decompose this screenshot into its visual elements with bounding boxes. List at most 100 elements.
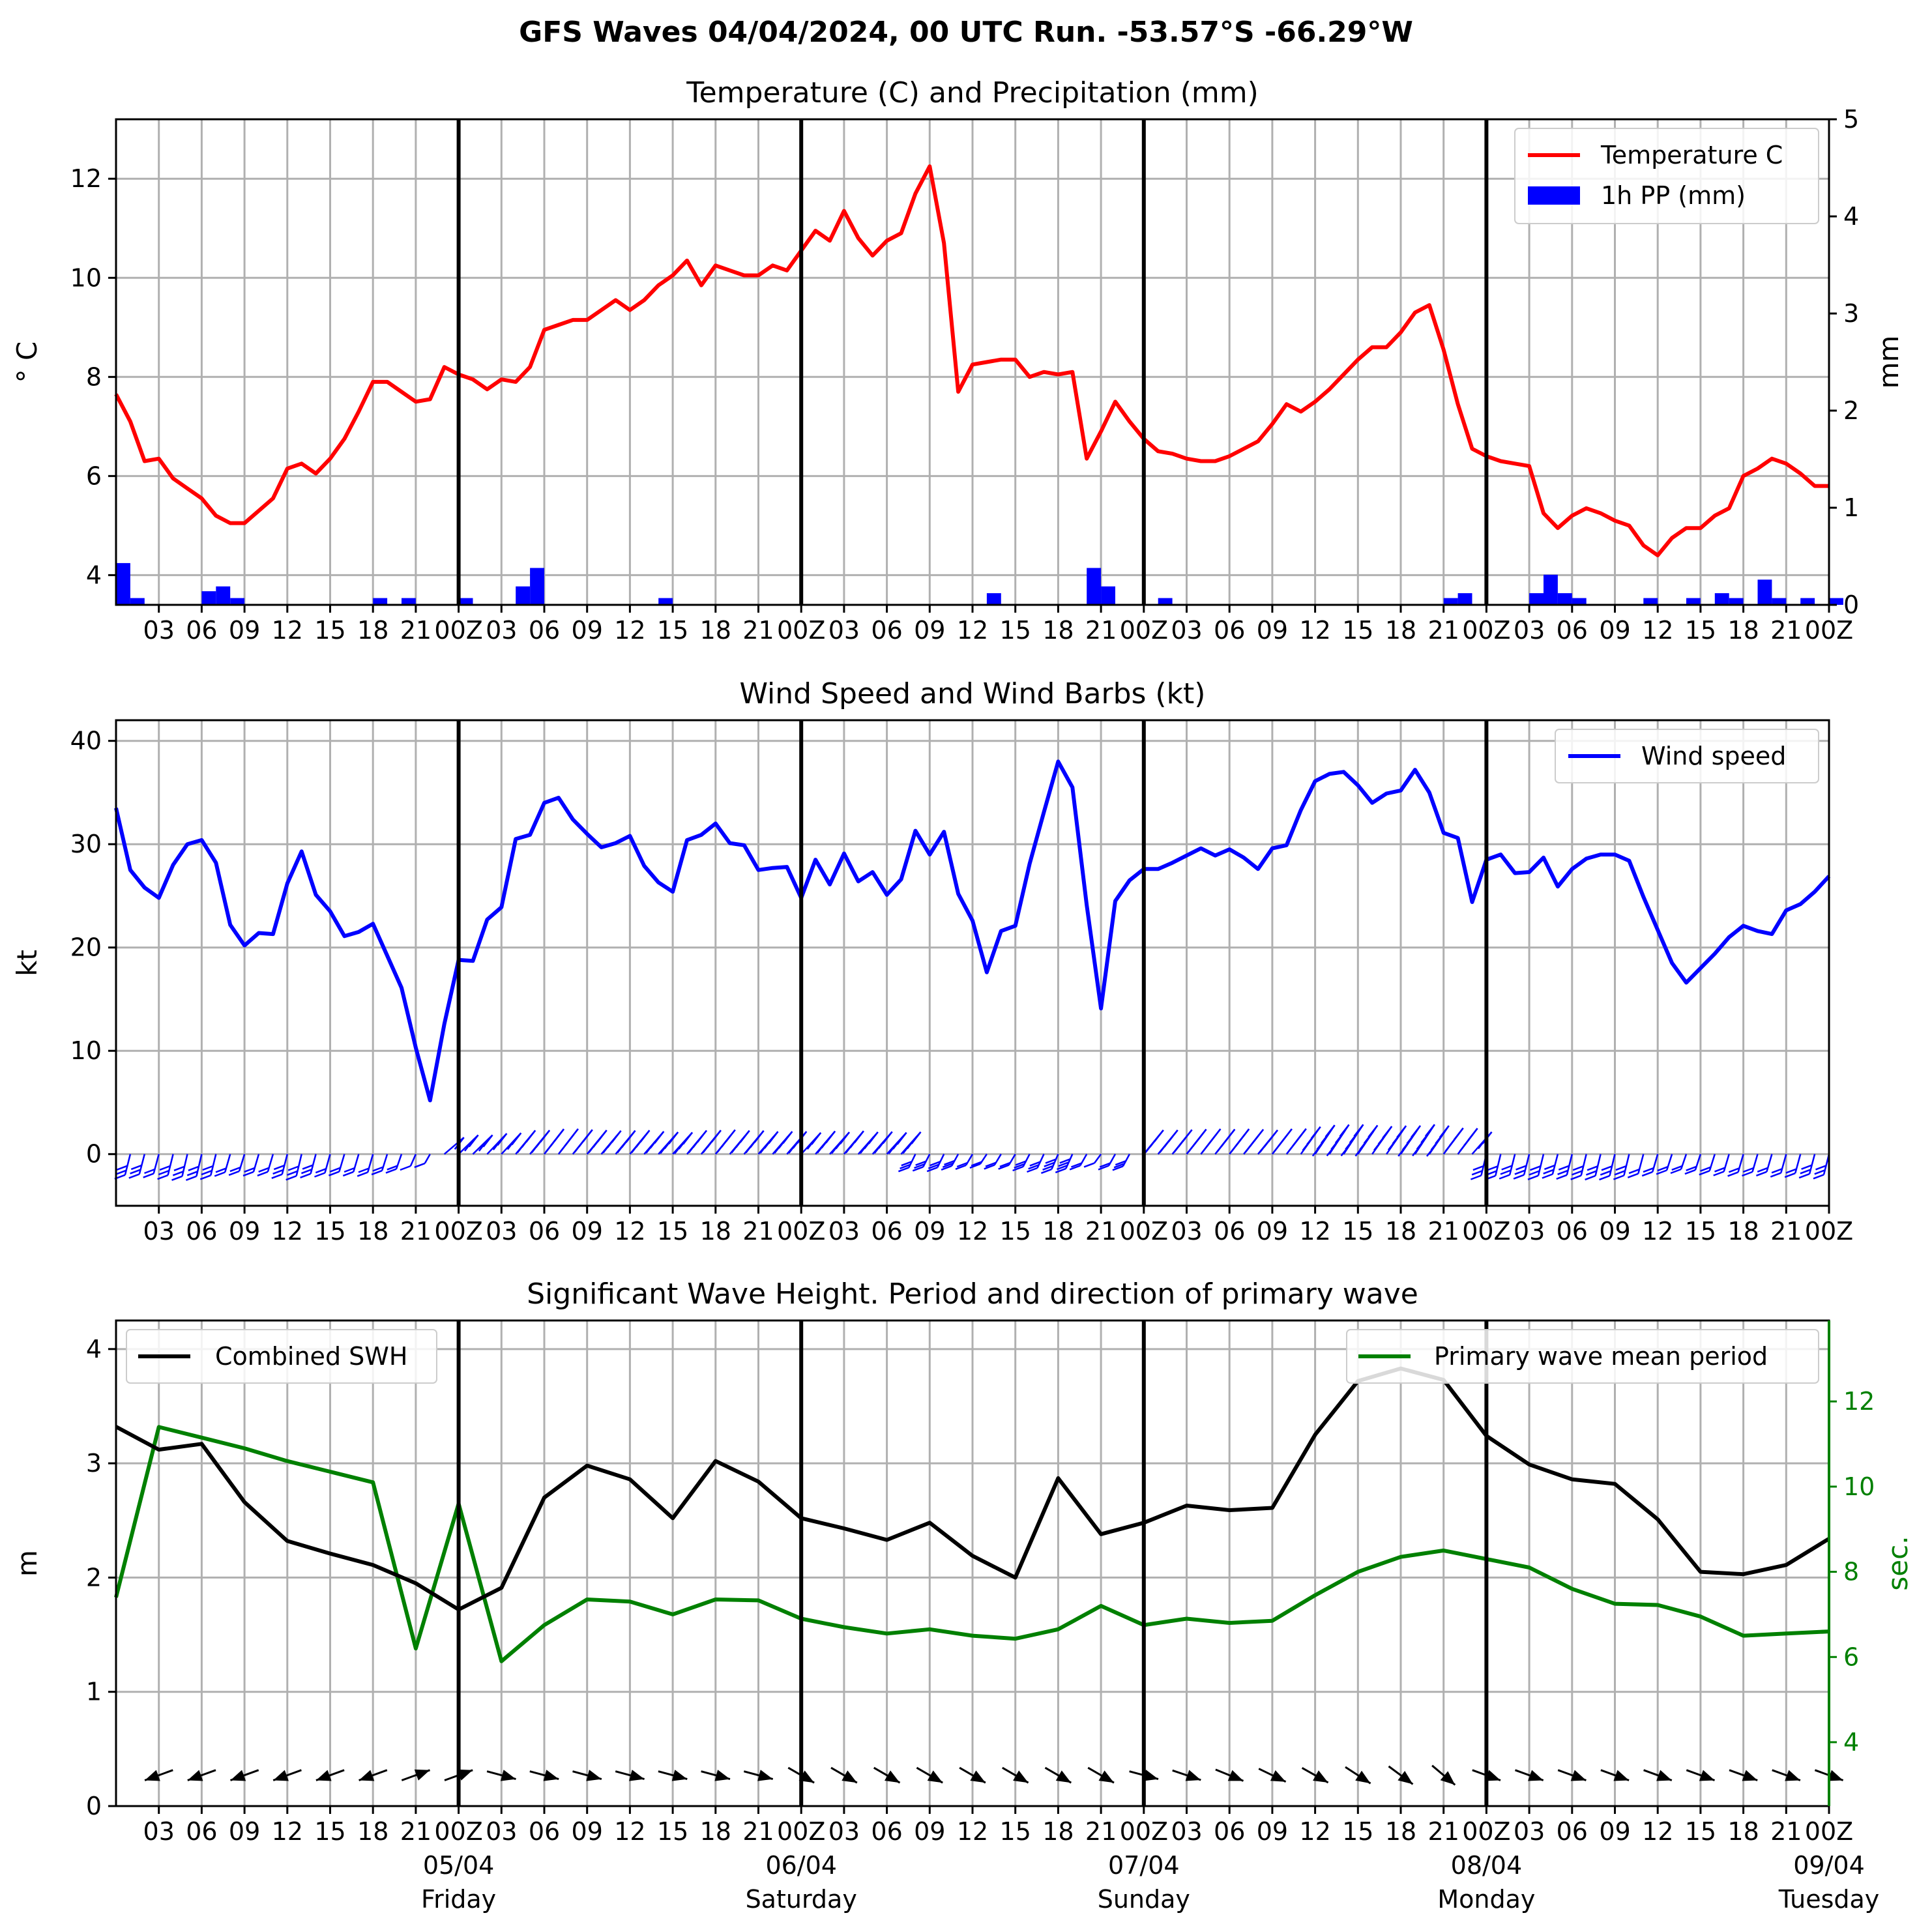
wind-barb-feather: [1686, 1165, 1697, 1171]
wind-barb-staff: [1808, 1154, 1816, 1175]
x-tick-label: 21: [1085, 1217, 1117, 1246]
wind-barb-feather: [1671, 1165, 1683, 1171]
wind-barb-feather: [173, 1165, 185, 1171]
x-tick-label: 18: [1385, 1217, 1416, 1246]
wind-barb-feather: [1145, 1140, 1156, 1153]
wind-barb-feather: [617, 1140, 628, 1154]
period-legend-box: [1346, 1329, 1819, 1384]
precip-bar: [1729, 598, 1744, 605]
wave-period-line: [114, 1425, 1830, 1663]
wind-barb-feather: [1027, 1167, 1038, 1173]
wave-direction-arrow-head: [671, 1770, 688, 1781]
wind-barb-feather: [1340, 1143, 1351, 1157]
x-tick-label: 12: [614, 616, 645, 645]
x-tick-label: 18: [1385, 1817, 1416, 1846]
temperature-legend-box: [1514, 128, 1819, 224]
wind-barb-staff: [1523, 1154, 1530, 1175]
wind-barb-feather: [1311, 1143, 1323, 1157]
wind-barb-feather: [302, 1164, 314, 1170]
x-tick-label: 18: [700, 616, 731, 645]
x-tick-label: 09: [229, 616, 260, 645]
wind-barb-feather: [1572, 1170, 1583, 1176]
x-tick-label: 06: [186, 616, 217, 645]
x-tick-label: 06: [871, 1817, 902, 1846]
wave-direction-arrow-head: [1398, 1771, 1413, 1785]
wind-barb-feather: [984, 1164, 995, 1170]
x-tick-label: 18: [357, 1817, 388, 1846]
wind-barb-feather: [999, 1161, 1011, 1168]
wind-barb-feather: [128, 1173, 140, 1179]
x-tick-label: 21: [1085, 616, 1117, 645]
wind-barb-feather: [1714, 1167, 1725, 1173]
x-tick-label: 00Z: [1805, 616, 1853, 645]
wind-barb-feather: [272, 1169, 284, 1175]
wave-direction-arrow-head: [927, 1770, 943, 1783]
wind-barb-feather: [788, 1141, 799, 1154]
precip-bar: [216, 586, 231, 605]
wind-legend-label: Wind speed: [1641, 742, 1786, 770]
wind-barb-feather: [342, 1171, 354, 1177]
x-tick-label: 15: [314, 1217, 345, 1246]
wind-barb-feather: [172, 1171, 184, 1176]
x-tick-label: 18: [357, 616, 388, 645]
wind-barb-feather: [144, 1168, 155, 1175]
x-tick-label: 15: [1342, 1217, 1373, 1246]
y-tick-label: 30: [70, 830, 102, 858]
precip-bar: [1158, 598, 1173, 605]
wind-barb-feather: [971, 1161, 982, 1167]
x-tick-label: 03: [143, 616, 175, 645]
wind-barb-feather: [1058, 1161, 1070, 1167]
x-tick-label: 09: [914, 1817, 945, 1846]
x-tick-label: 09: [1599, 616, 1630, 645]
wind-barb-feather: [1800, 1169, 1811, 1175]
wind-barb-feather: [574, 1140, 585, 1153]
wind-barb-feather: [1501, 1165, 1513, 1171]
x-tick-label: 03: [486, 616, 517, 645]
wind-barb-feather: [215, 1167, 227, 1173]
x-tick-label: 15: [1685, 1817, 1716, 1846]
weekday-label: Saturday: [746, 1885, 857, 1914]
wind-barb-feather: [1515, 1165, 1527, 1171]
wave-direction-arrow-head: [1313, 1770, 1328, 1783]
x-tick-label: 12: [1299, 616, 1330, 645]
wind-barb-feather: [244, 1167, 256, 1173]
x-tick-label: 03: [1171, 1217, 1202, 1246]
x-tick-label: 12: [957, 1217, 988, 1246]
precip-bar: [402, 598, 416, 605]
wave-direction-arrow-head: [1143, 1770, 1158, 1781]
wave-direction-arrow-head: [457, 1769, 473, 1781]
x-tick-label: 21: [1428, 1817, 1459, 1846]
wind-barb-feather: [517, 1140, 527, 1154]
wind-barb-feather: [929, 1161, 941, 1167]
wave-direction-arrow-head: [414, 1769, 430, 1781]
wind-barb-feather: [898, 1167, 909, 1173]
x-tick-label: 15: [1000, 1217, 1031, 1246]
wind-barb-feather: [158, 1169, 169, 1176]
wind-barb-feather: [1412, 1143, 1423, 1157]
wind-barb-feather: [1055, 1167, 1066, 1174]
wind-barb-feather: [1755, 1171, 1767, 1176]
date-label: 06/04: [765, 1851, 837, 1880]
x-tick-label: 12: [1642, 1817, 1673, 1846]
wind-barb-feather: [1527, 1175, 1539, 1180]
wind-barb-feather: [1173, 1140, 1184, 1153]
wind-barb-feather: [1742, 1171, 1753, 1177]
x-tick-label: 03: [828, 1817, 860, 1846]
precip-bar: [1101, 586, 1115, 605]
wind-barb-feather: [1070, 1162, 1082, 1168]
wind-barb-feather: [171, 1175, 183, 1181]
wind-barb-feather: [774, 1141, 785, 1154]
wind-barb-feather: [1012, 1165, 1024, 1172]
wind-barb-feather: [1045, 1158, 1057, 1164]
wind-barb-feather: [1700, 1166, 1712, 1172]
wind-barb-staff: [1551, 1154, 1559, 1175]
wind-barb-feather: [956, 1161, 968, 1168]
wind-barb-feather: [186, 1171, 198, 1176]
wind-barb-feather: [915, 1160, 927, 1166]
x-tick-label: 06: [1214, 1217, 1245, 1246]
wave-direction-arrow-head: [586, 1770, 602, 1781]
wave-direction-arrows: [144, 1764, 1844, 1786]
wind-barb-feather: [1472, 1165, 1484, 1171]
wind-barb-feather: [1542, 1173, 1553, 1179]
